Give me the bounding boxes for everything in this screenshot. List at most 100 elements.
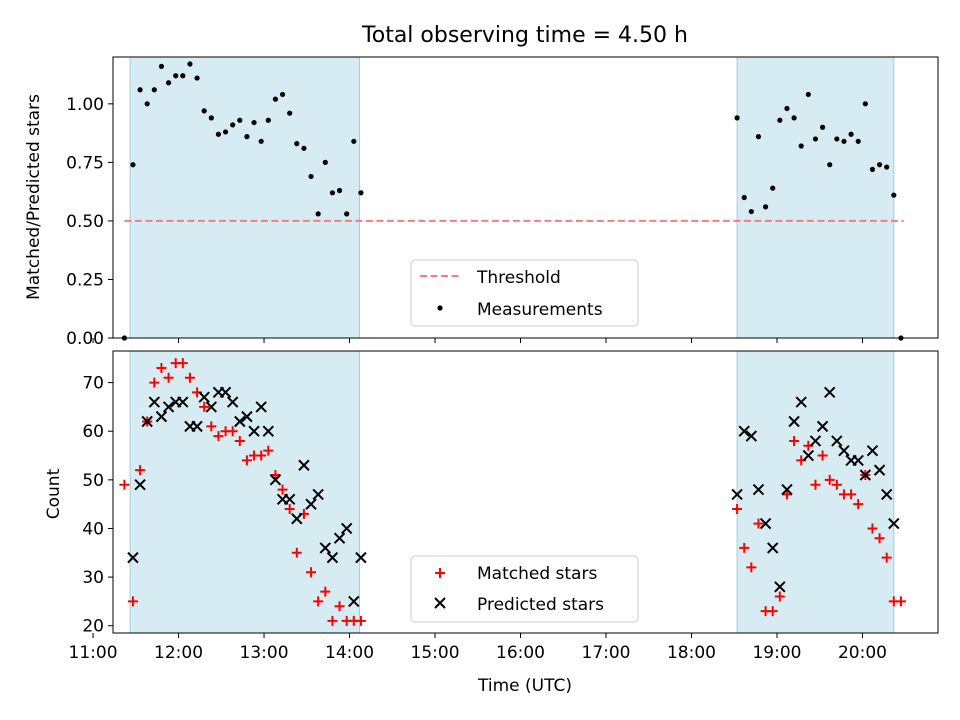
point-bottom-s0-35: [739, 542, 750, 553]
point-top-s0-56: [891, 192, 897, 198]
legend-measurements-label: Measurements: [477, 300, 603, 320]
legend-threshold-label: Threshold: [476, 268, 561, 288]
observing-interval-bottom-1: [736, 350, 895, 634]
point-bottom-s1-46: [824, 386, 836, 399]
point-top-s0-4: [151, 87, 157, 93]
x-tick-label-0: 11:00: [69, 643, 118, 663]
point-bottom-s1-9: [191, 420, 203, 433]
point-bottom-s0-24: [291, 547, 302, 558]
point-top-s0-2: [137, 87, 143, 93]
point-bottom-s1-2: [141, 415, 153, 428]
y-tick-label-bottom-5: 70: [82, 374, 104, 394]
point-bottom-s1-15: [234, 415, 246, 428]
point-top-s0-39: [770, 185, 776, 191]
point-bottom-s1-43: [802, 449, 815, 462]
x-tick-label-3: 14:00: [325, 643, 374, 663]
point-top-s0-38: [762, 204, 769, 210]
point-top-s0-11: [201, 108, 207, 114]
y-tick-label-bottom-1: 30: [82, 568, 104, 588]
point-bottom-s1-31: [348, 595, 360, 608]
point-bottom-s1-35: [745, 430, 758, 442]
point-top-s0-20: [265, 117, 271, 123]
point-bottom-s1-0: [127, 551, 139, 564]
point-bottom-s1-11: [205, 401, 218, 413]
point-bottom-s1-3: [148, 396, 161, 408]
point-top-s0-37: [755, 134, 762, 140]
bottom-panel: 20 30 40 50 60 70 11:00 12:00 13:00 14:00 15:00 16:…: [69, 350, 939, 663]
point-top-s0-29: [329, 190, 336, 196]
point-bottom-s0-40: [774, 591, 785, 602]
point-bottom-s0-50: [846, 489, 857, 500]
point-bottom-s0-55: [881, 552, 892, 563]
point-top-s0-52: [862, 101, 868, 107]
point-bottom-s0-0: [119, 479, 130, 490]
top-panel: 0.00 0.25 0.50 0.75 1.00 Threshold Measurement…: [66, 56, 939, 349]
point-bottom-s1-7: [177, 396, 189, 408]
point-bottom-s0-54: [874, 533, 885, 544]
point-top-s0-3: [144, 101, 150, 107]
point-top-s0-27: [315, 211, 321, 217]
point-top-s0-34: [734, 115, 740, 121]
point-bottom-s0-51: [853, 499, 864, 510]
observing-interval-top-0: [129, 56, 361, 339]
observing-interval-top-1: [736, 56, 895, 339]
x-axis-label: Time (UTC): [477, 676, 572, 696]
point-bottom-s0-4: [149, 377, 160, 388]
point-top-s0-40: [777, 117, 783, 123]
point-bottom-s1-19: [262, 425, 275, 437]
point-top-s0-23: [287, 110, 293, 116]
point-bottom-s0-19: [256, 450, 267, 461]
y-tick-label-top-0: 0.00: [66, 329, 104, 349]
y-tick-label-top-2: 0.50: [66, 212, 104, 232]
point-bottom-s1-55: [888, 517, 900, 530]
point-bottom-s0-15: [227, 426, 238, 437]
point-bottom-s0-21: [270, 469, 281, 480]
point-bottom-s0-1: [127, 596, 138, 607]
point-bottom-s1-47: [831, 435, 843, 447]
point-bottom-s0-27: [313, 596, 324, 607]
point-bottom-s1-48: [838, 444, 850, 457]
point-top-s0-15: [230, 122, 236, 128]
point-top-s0-17: [244, 134, 250, 140]
point-top-s0-12: [208, 115, 214, 121]
point-bottom-s1-50: [852, 454, 864, 467]
point-bottom-s0-13: [213, 431, 224, 442]
point-bottom-s0-36: [746, 562, 757, 573]
point-bottom-s1-52: [866, 444, 879, 457]
point-top-s0-14: [222, 129, 229, 135]
point-bottom-s1-16: [241, 410, 253, 423]
point-top-s0-25: [301, 145, 307, 151]
point-bottom-s0-12: [206, 421, 217, 432]
point-bottom-s1-29: [333, 532, 346, 544]
point-top-s0-49: [841, 138, 847, 144]
point-bottom-s0-9: [184, 372, 195, 383]
y-tick-label-bottom-3: 50: [82, 471, 104, 491]
point-top-s0-42: [791, 115, 797, 121]
point-top-s0-45: [812, 136, 819, 142]
legend-bottom: [410, 555, 639, 623]
point-bottom-s1-23: [291, 513, 303, 525]
point-bottom-s1-4: [155, 410, 168, 423]
point-bottom-s0-57: [895, 596, 906, 607]
y-axis-label-bottom: Count: [44, 468, 64, 519]
point-bottom-s1-27: [319, 542, 332, 554]
point-bottom-s1-36: [752, 483, 765, 496]
y-tick-label-top-3: 0.75: [66, 153, 104, 173]
point-top-s0-32: [351, 138, 357, 144]
point-top-s0-46: [819, 124, 826, 130]
point-top-s0-21: [272, 96, 279, 102]
point-bottom-s1-13: [219, 386, 232, 399]
point-bottom-s0-53: [867, 523, 878, 534]
point-bottom-s1-41: [788, 415, 800, 428]
y-tick-label-bottom-4: 60: [82, 422, 104, 442]
point-top-s0-30: [336, 187, 343, 194]
point-bottom-s1-54: [880, 488, 893, 501]
point-top-s0-31: [344, 211, 350, 217]
point-top-s0-43: [798, 143, 804, 149]
legend-predicted-label: Predicted stars: [477, 595, 604, 615]
point-bottom-s0-30: [334, 601, 345, 612]
point-bottom-s0-28: [320, 586, 331, 597]
point-bottom-s1-10: [198, 391, 210, 403]
point-bottom-s0-45: [810, 479, 821, 490]
